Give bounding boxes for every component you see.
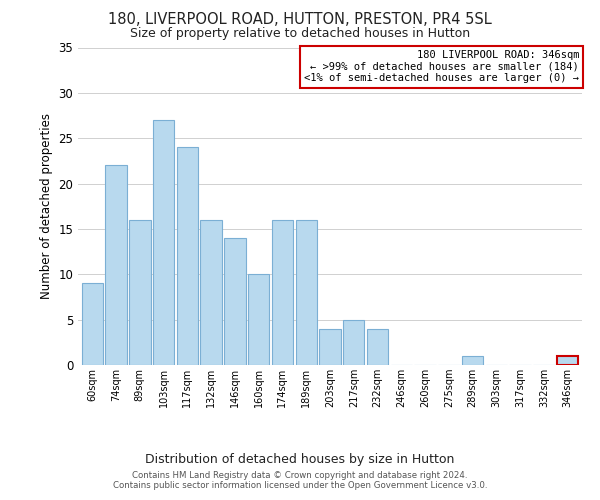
Bar (224, 238, 245, 365)
Text: Distribution of detached houses by size in Hutton: Distribution of detached houses by size … (145, 452, 455, 466)
Bar (129, 220, 151, 365)
Bar (343, 320, 364, 365)
Bar (106, 166, 127, 365)
Bar (296, 220, 317, 365)
Bar (272, 220, 293, 365)
Bar (319, 328, 341, 365)
Bar (200, 220, 222, 365)
Bar (176, 148, 198, 365)
Bar (462, 356, 484, 365)
Bar (557, 356, 578, 365)
Bar (153, 120, 174, 365)
Bar (248, 274, 269, 365)
Text: 180, LIVERPOOL ROAD, HUTTON, PRESTON, PR4 5SL: 180, LIVERPOOL ROAD, HUTTON, PRESTON, PR… (108, 12, 492, 28)
Bar (82, 284, 103, 365)
Text: Contains HM Land Registry data © Crown copyright and database right 2024.
Contai: Contains HM Land Registry data © Crown c… (113, 470, 487, 490)
Y-axis label: Number of detached properties: Number of detached properties (40, 114, 53, 299)
Bar (367, 328, 388, 365)
Text: 180 LIVERPOOL ROAD: 346sqm
← >99% of detached houses are smaller (184)
<1% of se: 180 LIVERPOOL ROAD: 346sqm ← >99% of det… (304, 50, 579, 84)
Text: Size of property relative to detached houses in Hutton: Size of property relative to detached ho… (130, 28, 470, 40)
